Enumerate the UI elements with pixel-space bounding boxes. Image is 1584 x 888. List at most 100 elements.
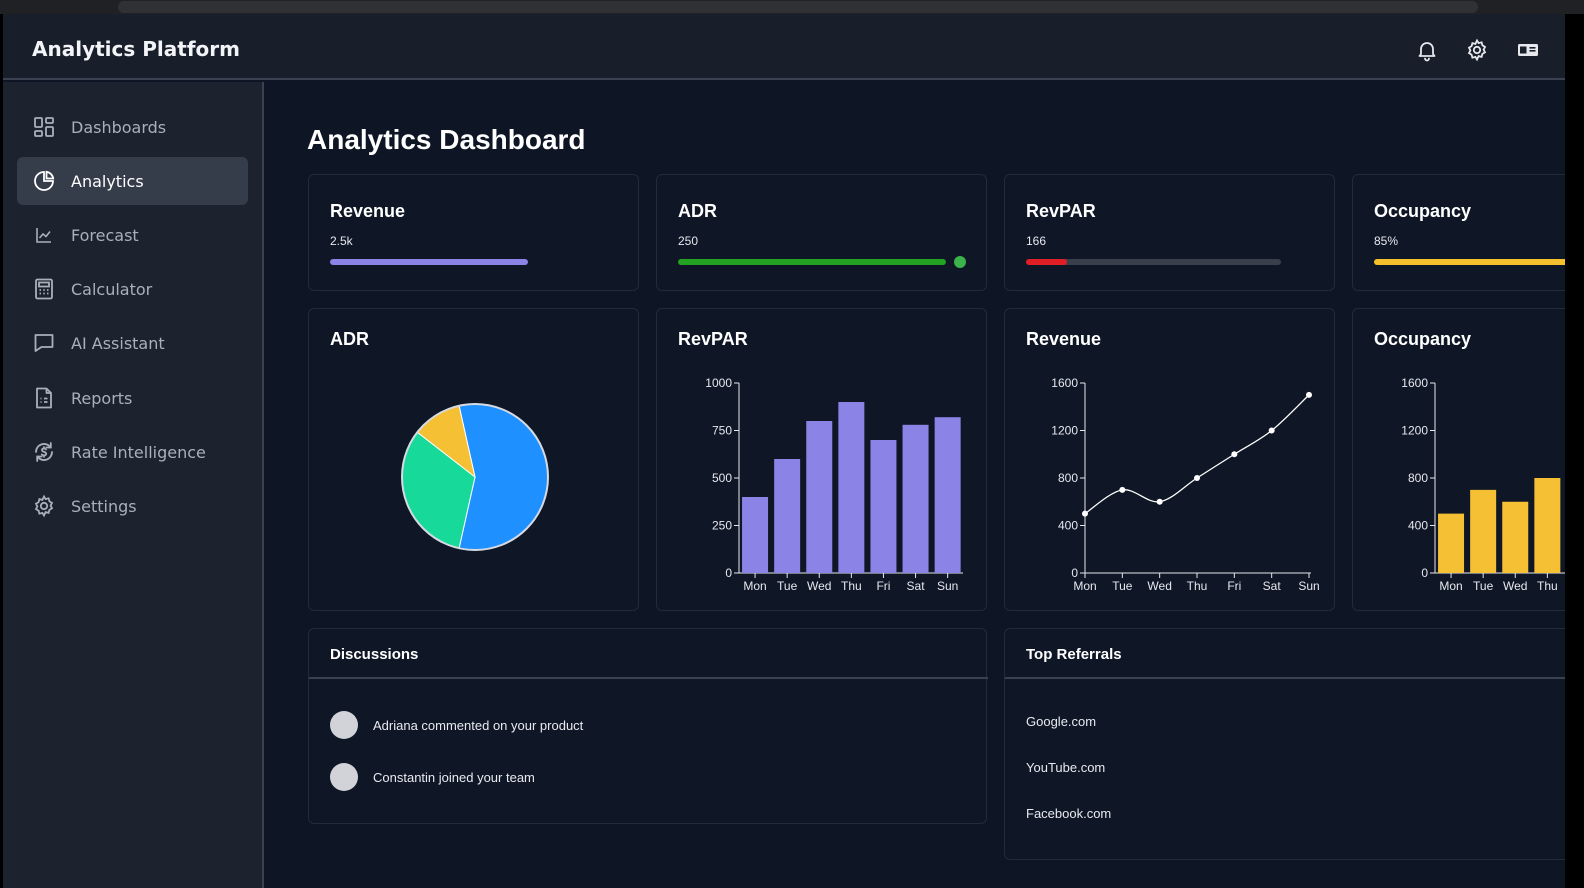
check-circle-icon [954, 256, 966, 268]
progress-bar [330, 259, 578, 265]
top-header: Analytics Platform [3, 14, 1565, 80]
pie-chart-icon [31, 168, 57, 194]
bar [870, 440, 897, 573]
pie-chart [401, 403, 549, 551]
referral-link[interactable]: Facebook.com [1026, 806, 1112, 821]
sidebar-item-forecast[interactable]: Forecast [17, 211, 248, 259]
line-chart: 0 400 800 1200 1600 Mon Tue Wed Thu Fri Sat Sun [1051, 376, 1319, 593]
metric-value: 250 [678, 234, 699, 248]
y-tick-label: 0 [1071, 566, 1078, 580]
metric-value: 2.5k [330, 234, 353, 248]
x-tick-label: Wed [807, 579, 831, 593]
metric-value: 85% [1374, 234, 1399, 248]
bar-chart: 0 400 800 1200 1600 Mon Tue Wed Thu [1401, 376, 1565, 593]
x-tick-label: Sun [1298, 579, 1319, 593]
metric-title: RevPAR [1026, 201, 1096, 221]
y-tick-label: 1600 [1051, 376, 1078, 390]
calculator-icon [31, 276, 57, 302]
sidebar-item-label: Calculator [71, 279, 153, 299]
x-tick-label: Sat [1263, 579, 1282, 593]
bar [1534, 478, 1561, 573]
x-tick-label: Fri [876, 579, 890, 593]
bar [806, 421, 833, 573]
progress-bar [1026, 259, 1281, 265]
progress-fill [330, 259, 528, 265]
metric-value: 166 [1026, 234, 1047, 248]
x-tick-label: Thu [1187, 579, 1208, 593]
chart-card-revenue: Revenue 0 400 800 1200 1600 Mon Tue Wed Thu Fri Sa… [1004, 308, 1335, 611]
progress-bar [678, 259, 946, 265]
x-tick-label: Tue [1473, 579, 1494, 593]
x-tick-label: Mon [1073, 579, 1096, 593]
chart-title: RevPAR [678, 329, 748, 349]
language-icon[interactable] [1516, 38, 1540, 62]
x-tick-label: Mon [1439, 579, 1462, 593]
sidebar-item-label: Rate Intelligence [71, 442, 206, 462]
sidebar-item-analytics[interactable]: Analytics [17, 157, 248, 205]
progress-fill [1374, 259, 1565, 265]
sidebar-item-label: Dashboards [71, 117, 167, 137]
chart-title: ADR [330, 329, 369, 349]
sidebar-item-ai-assistant[interactable]: AI Assistant [17, 319, 248, 367]
bar [1470, 489, 1497, 573]
browser-toolbar [0, 0, 1584, 14]
bar [838, 402, 865, 573]
referral-link[interactable]: Google.com [1026, 714, 1097, 729]
sidebar-item-calculator[interactable]: Calculator [17, 265, 248, 313]
sidebar-item-label: AI Assistant [71, 333, 165, 353]
gear-icon [31, 493, 57, 519]
bar [742, 497, 769, 573]
sidebar: Dashboards Analytics Forecast Calculator… [3, 82, 264, 888]
sidebar-item-rate-intelligence[interactable]: Rate Intelligence [17, 428, 248, 476]
data-point [1268, 427, 1275, 434]
bell-icon[interactable] [1415, 38, 1439, 62]
avatar [330, 763, 358, 791]
bar [774, 459, 801, 573]
x-tick-label: Thu [1537, 579, 1558, 593]
referral-link[interactable]: YouTube.com [1026, 760, 1106, 775]
data-point [1306, 391, 1312, 398]
y-tick-label: 500 [712, 471, 732, 485]
pie-outline [401, 403, 549, 551]
y-tick-label: 1000 [705, 376, 732, 390]
data-point [1156, 498, 1163, 505]
bar [1438, 513, 1465, 573]
y-tick-label: 1600 [1401, 376, 1428, 390]
chart-title: Revenue [1026, 329, 1102, 349]
line-chart-icon [31, 222, 57, 248]
x-tick-label: Tue [1112, 579, 1133, 593]
sidebar-item-settings[interactable]: Settings [17, 482, 248, 530]
metric-card-revpar: RevPAR 166 [1004, 174, 1335, 291]
discussions-panel: Discussions Adriana commented on your pr… [308, 628, 988, 824]
document-icon [31, 385, 57, 411]
discussions-title: Discussions [330, 646, 419, 663]
x-tick-label: Sun [937, 579, 958, 593]
x-tick-label: Mon [743, 579, 766, 593]
currency-refresh-icon [31, 439, 57, 465]
x-tick-label: Tue [777, 579, 798, 593]
browser-address-bar[interactable] [118, 1, 1478, 13]
chart-title: Occupancy [1374, 329, 1472, 349]
discussion-text: Constantin joined your team [373, 769, 535, 785]
referrals-title: Top Referrals [1026, 646, 1122, 663]
sidebar-item-label: Forecast [71, 225, 139, 245]
app-frame: Analytics Platform Dashb [3, 14, 1565, 888]
gear-icon[interactable] [1465, 38, 1489, 62]
bar [902, 424, 929, 573]
list-item[interactable]: Adriana commented on your product [330, 710, 583, 740]
bar [934, 417, 961, 573]
metric-title: Occupancy [1374, 201, 1472, 221]
discussion-text: Adriana commented on your product [373, 717, 584, 733]
app-title: Analytics Platform [32, 37, 240, 61]
referrals-panel: Top Referrals Google.com YouTube.com Fac… [1004, 628, 1565, 860]
divider [1005, 677, 1565, 679]
sidebar-item-label: Settings [71, 496, 137, 516]
list-item[interactable]: Constantin joined your team [330, 762, 535, 792]
data-point [1119, 486, 1126, 493]
y-tick-label: 1200 [1401, 424, 1428, 438]
sidebar-item-reports[interactable]: Reports [17, 374, 248, 422]
sidebar-item-dashboards[interactable]: Dashboards [17, 103, 248, 151]
data-point [1082, 510, 1088, 517]
divider [309, 677, 988, 679]
y-tick-label: 0 [1421, 566, 1428, 580]
